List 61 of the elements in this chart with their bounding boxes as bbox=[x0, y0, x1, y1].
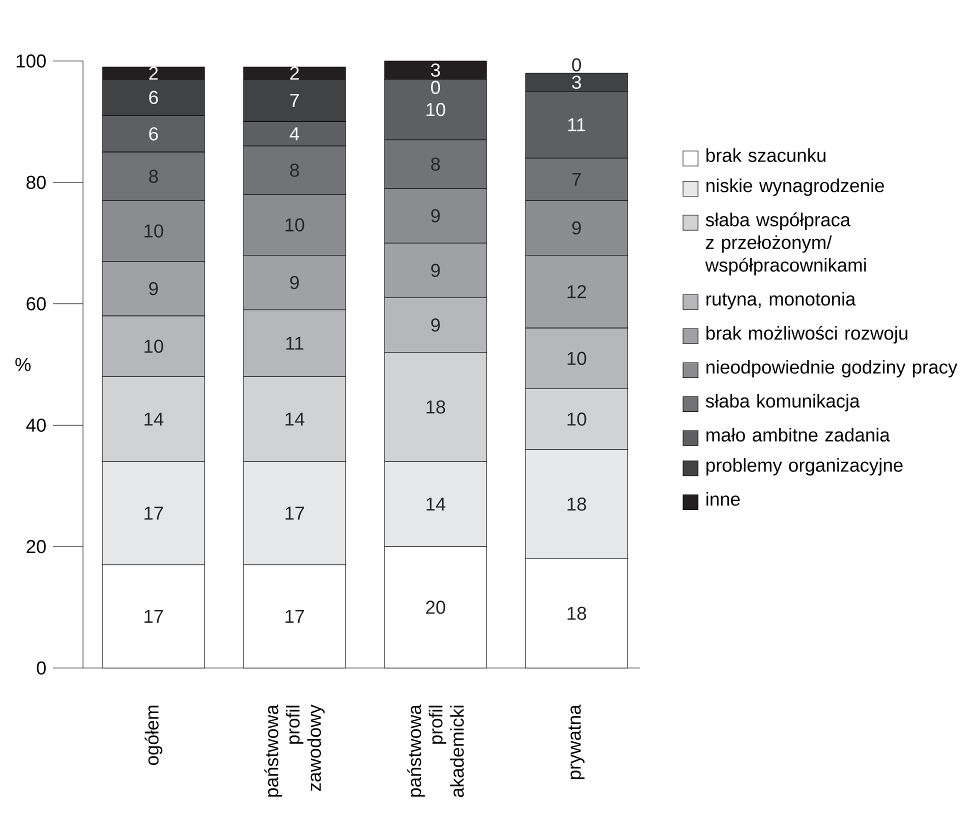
legend-label: problemy organizacyjne bbox=[706, 458, 903, 476]
data-label: 9 bbox=[431, 264, 440, 278]
data-label: 10 bbox=[568, 412, 586, 426]
data-label: 9 bbox=[431, 318, 440, 332]
data-label: 17 bbox=[286, 506, 304, 520]
legend-label: słaba współpraca z przełożonym/ współpracownikami bbox=[705, 212, 866, 276]
legend-label: mało ambitne zadania bbox=[706, 428, 890, 442]
data-label: 12 bbox=[568, 285, 586, 298]
data-label: 6 bbox=[149, 127, 158, 140]
data-label: 11 bbox=[286, 336, 304, 350]
data-label: 10 bbox=[568, 352, 586, 366]
data-label: 3 bbox=[572, 76, 581, 89]
data-label: 10 bbox=[144, 340, 164, 353]
x-tick-label: ogółem bbox=[144, 706, 162, 765]
y-tick-label: 60 bbox=[26, 297, 46, 310]
data-label: 9 bbox=[149, 282, 158, 296]
y-tick-label: 100 bbox=[16, 54, 46, 68]
legend-label: inne bbox=[706, 492, 740, 506]
data-label: 7 bbox=[290, 94, 299, 107]
y-tick-label: 0 bbox=[36, 661, 46, 675]
data-label: 14 bbox=[144, 412, 164, 426]
data-label: 3 bbox=[431, 63, 440, 77]
y-axis-title: % bbox=[15, 358, 31, 372]
y-tick-label: 80 bbox=[26, 176, 46, 190]
data-label: 2 bbox=[149, 66, 158, 80]
data-label: 17 bbox=[144, 506, 163, 520]
data-label: 10 bbox=[286, 218, 304, 232]
y-tick-label: 40 bbox=[26, 418, 46, 432]
data-label: 4 bbox=[290, 127, 300, 140]
data-label: 9 bbox=[290, 276, 299, 290]
data-label: 14 bbox=[426, 498, 446, 511]
data-label: 20 bbox=[426, 600, 446, 614]
data-label: 7 bbox=[572, 172, 581, 186]
legend-label: brak szacunku bbox=[706, 148, 826, 162]
data-label: 0 bbox=[572, 58, 582, 72]
data-label: 11 bbox=[568, 118, 586, 132]
data-label: 10 bbox=[144, 224, 164, 238]
legend-label: nieodpowiednie godziny pracy bbox=[706, 360, 958, 378]
data-label: 6 bbox=[149, 90, 158, 104]
data-label: 18 bbox=[426, 400, 446, 414]
data-label: 8 bbox=[431, 158, 440, 171]
x-tick-label: prywatna bbox=[568, 704, 585, 780]
x-tick-label: państwowa profil akademicki bbox=[407, 704, 464, 798]
x-tick-label: państwowa profil zawodowy bbox=[264, 704, 325, 797]
data-label: 0 bbox=[431, 80, 440, 94]
data-label: 2 bbox=[290, 66, 299, 80]
legend-label: niskie wynagrodzenie bbox=[706, 178, 884, 196]
data-label: 17 bbox=[144, 610, 163, 623]
data-label: 9 bbox=[431, 209, 440, 222]
data-label: 18 bbox=[568, 606, 586, 620]
legend-label: rutyna, monotonia bbox=[706, 292, 856, 310]
data-label: 8 bbox=[149, 170, 158, 183]
data-label: 10 bbox=[426, 102, 446, 116]
data-label: 14 bbox=[286, 412, 304, 426]
legend-label: brak możliwości rozwoju bbox=[706, 326, 908, 344]
data-label: 8 bbox=[290, 164, 299, 177]
y-tick-label: 20 bbox=[26, 540, 46, 554]
data-label: 17 bbox=[286, 610, 304, 623]
legend-label: słaba komunikacja bbox=[706, 394, 860, 412]
data-label: 18 bbox=[568, 497, 586, 511]
data-label: 9 bbox=[572, 221, 581, 235]
